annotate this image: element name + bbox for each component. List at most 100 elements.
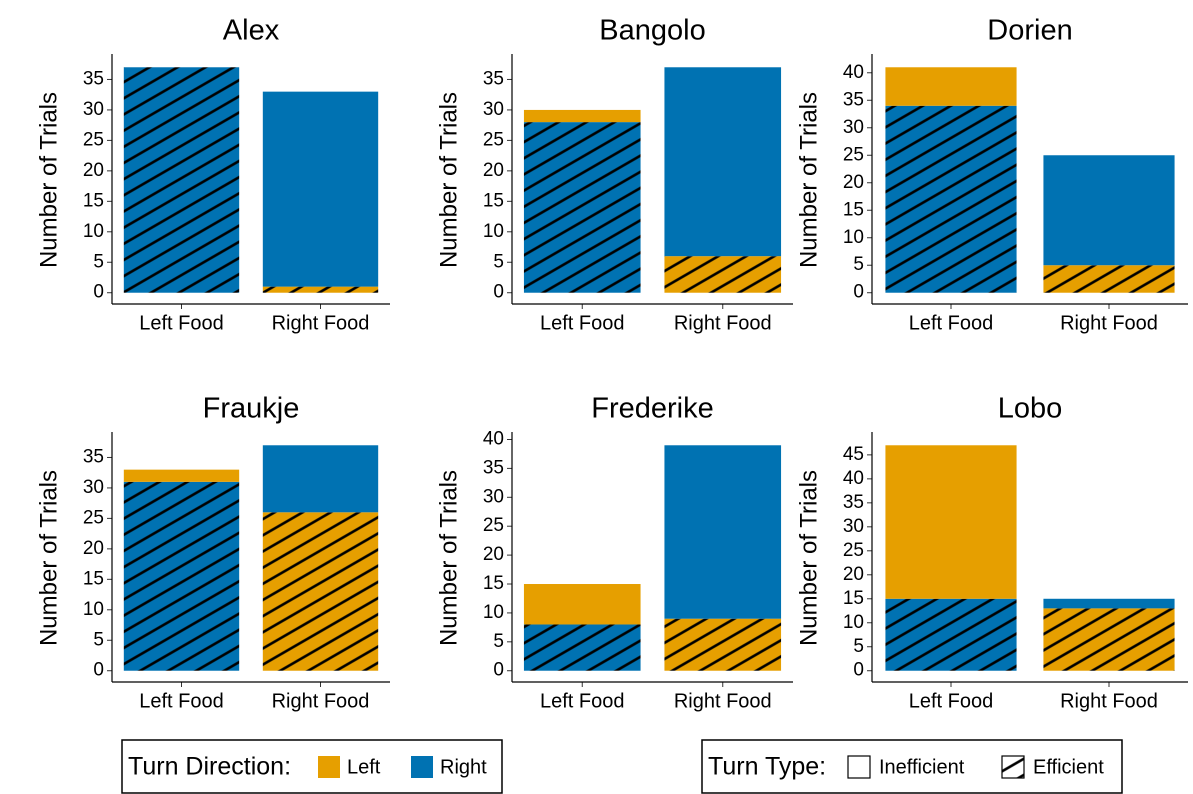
x-tick-label: Left Food bbox=[139, 312, 224, 334]
x-tick-label: Left Food bbox=[540, 690, 625, 712]
bar-segment bbox=[1043, 608, 1175, 671]
y-axis-label: Number of Trials bbox=[435, 92, 462, 268]
y-tick-label: 25 bbox=[483, 515, 504, 536]
y-tick-label: 0 bbox=[493, 660, 504, 681]
bar-segment bbox=[523, 584, 641, 625]
bar-segment bbox=[664, 445, 782, 619]
y-tick-label: 5 bbox=[493, 251, 504, 272]
y-axis-label: Number of Trials bbox=[795, 92, 822, 268]
y-tick-label: 25 bbox=[843, 144, 864, 165]
bar-segment bbox=[885, 445, 1017, 599]
y-tick-label: 15 bbox=[83, 190, 104, 211]
legend-key bbox=[411, 756, 433, 778]
y-tick-label: 35 bbox=[483, 68, 504, 89]
x-tick-label: Right Food bbox=[272, 690, 370, 712]
y-tick-label: 25 bbox=[83, 507, 104, 528]
x-tick-label: Left Food bbox=[909, 690, 994, 712]
bar-segment bbox=[664, 618, 782, 671]
y-tick-label: 10 bbox=[483, 221, 504, 242]
panel-title: Dorien bbox=[987, 15, 1072, 47]
bar-segment bbox=[123, 469, 240, 482]
y-tick-label: 15 bbox=[483, 190, 504, 211]
legend-title: Turn Type: bbox=[708, 753, 826, 781]
bar-segment bbox=[523, 624, 641, 671]
panel-title: Lobo bbox=[998, 393, 1063, 425]
bar-segment bbox=[885, 105, 1017, 293]
y-tick-label: 5 bbox=[493, 631, 504, 652]
y-tick-label: 0 bbox=[493, 282, 504, 303]
y-tick-label: 30 bbox=[83, 99, 104, 120]
legend-box bbox=[121, 739, 503, 794]
y-tick-label: 30 bbox=[843, 117, 864, 138]
legend-title: Turn Direction: bbox=[128, 753, 291, 781]
legend-label: Efficient bbox=[1033, 756, 1104, 778]
y-tick-label: 40 bbox=[483, 429, 504, 450]
bar-segment bbox=[664, 256, 782, 293]
bar-segment bbox=[262, 512, 379, 671]
y-tick-label: 40 bbox=[843, 468, 864, 489]
bar-segment bbox=[1043, 155, 1175, 266]
y-tick-label: 35 bbox=[483, 457, 504, 478]
bar-segment bbox=[1043, 598, 1175, 609]
x-tick-label: Left Food bbox=[540, 312, 625, 334]
y-tick-label: 30 bbox=[483, 486, 504, 507]
panel-title: Bangolo bbox=[599, 15, 705, 47]
panel-title: Alex bbox=[223, 15, 280, 47]
y-tick-label: 5 bbox=[93, 629, 104, 650]
legend-label: Inefficient bbox=[879, 756, 965, 778]
y-tick-label: 15 bbox=[483, 573, 504, 594]
y-tick-label: 0 bbox=[93, 282, 104, 303]
y-tick-label: 30 bbox=[483, 99, 504, 120]
bar-segment bbox=[885, 67, 1017, 106]
bar-segment bbox=[523, 109, 641, 123]
bar-segment bbox=[664, 67, 782, 257]
legend-key bbox=[1001, 755, 1025, 779]
bar-segment bbox=[1043, 265, 1175, 293]
y-tick-label: 30 bbox=[843, 516, 864, 537]
y-tick-label: 20 bbox=[483, 544, 504, 565]
y-tick-label: 0 bbox=[853, 282, 864, 303]
panel-title: Frederike bbox=[591, 393, 714, 425]
legend-key bbox=[847, 755, 871, 779]
y-tick-label: 45 bbox=[843, 444, 864, 465]
y-tick-label: 20 bbox=[83, 538, 104, 559]
y-tick-label: 15 bbox=[83, 568, 104, 589]
bar-segment bbox=[262, 286, 379, 293]
y-tick-label: 10 bbox=[83, 599, 104, 620]
y-tick-label: 10 bbox=[843, 612, 864, 633]
y-tick-label: 35 bbox=[83, 446, 104, 467]
y-tick-label: 10 bbox=[483, 602, 504, 623]
y-tick-label: 25 bbox=[483, 129, 504, 150]
y-tick-label: 0 bbox=[93, 660, 104, 681]
y-tick-label: 35 bbox=[83, 68, 104, 89]
y-tick-label: 10 bbox=[843, 227, 864, 248]
panel-title: Fraukje bbox=[203, 393, 300, 425]
y-tick-label: 5 bbox=[853, 254, 864, 275]
y-tick-label: 35 bbox=[843, 89, 864, 110]
x-tick-label: Right Food bbox=[1060, 312, 1158, 334]
y-tick-label: 5 bbox=[93, 251, 104, 272]
y-axis-label: Number of Trials bbox=[435, 470, 462, 646]
y-tick-label: 40 bbox=[843, 62, 864, 83]
x-tick-label: Left Food bbox=[909, 312, 994, 334]
y-tick-label: 10 bbox=[83, 221, 104, 242]
x-tick-label: Right Food bbox=[674, 690, 772, 712]
y-tick-label: 0 bbox=[853, 660, 864, 681]
y-tick-label: 20 bbox=[483, 160, 504, 181]
y-axis-label: Number of Trials bbox=[35, 470, 62, 646]
y-tick-label: 15 bbox=[843, 588, 864, 609]
legend-label: Left bbox=[347, 756, 381, 778]
legend-label: Right bbox=[440, 756, 487, 778]
bar-segment bbox=[123, 481, 240, 671]
y-tick-label: 25 bbox=[83, 129, 104, 150]
y-axis-label: Number of Trials bbox=[795, 470, 822, 646]
legend-key bbox=[318, 756, 340, 778]
x-tick-label: Right Food bbox=[674, 312, 772, 334]
y-tick-label: 25 bbox=[843, 540, 864, 561]
x-tick-label: Left Food bbox=[139, 690, 224, 712]
bar-segment bbox=[262, 445, 379, 513]
y-axis-label: Number of Trials bbox=[35, 92, 62, 268]
bar-segment bbox=[123, 67, 240, 293]
y-tick-label: 35 bbox=[843, 492, 864, 513]
